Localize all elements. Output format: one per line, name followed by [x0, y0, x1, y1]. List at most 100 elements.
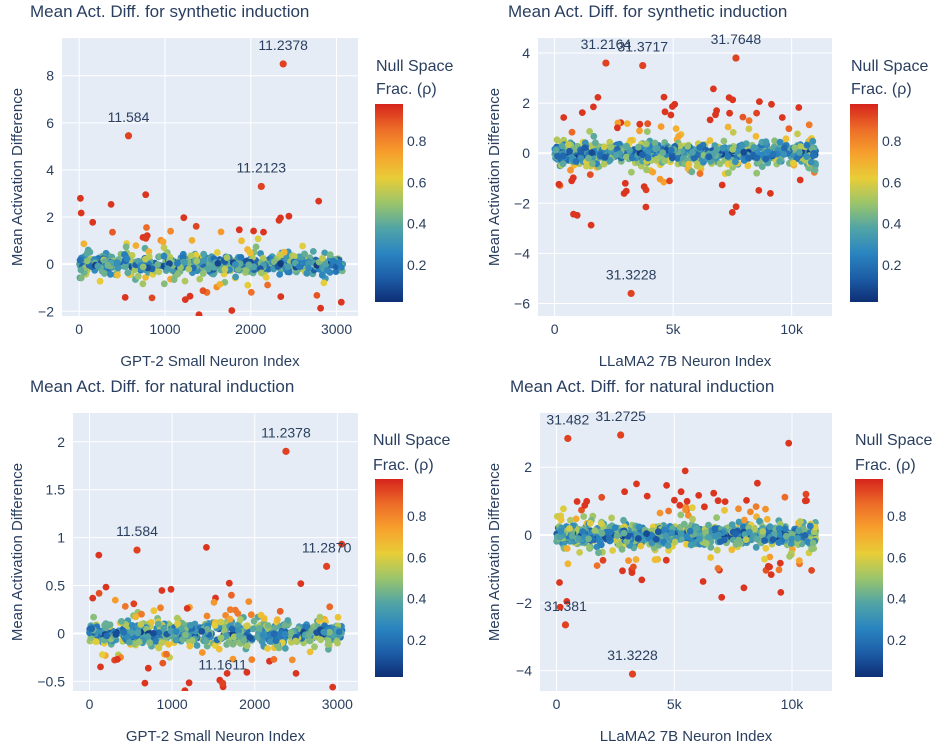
colorbar-tick-label: 0.6	[882, 174, 902, 190]
x-tick-label: 2000	[235, 321, 266, 337]
data-point	[732, 158, 739, 166]
data-point	[754, 479, 761, 487]
data-point	[88, 625, 96, 633]
data-point	[656, 509, 664, 517]
x-tick-label: 10k	[781, 696, 805, 712]
data-point	[632, 556, 640, 563]
data-point	[242, 266, 250, 274]
data-point	[580, 513, 588, 520]
data-point	[121, 603, 129, 610]
highlight-point	[124, 132, 133, 140]
data-point	[811, 166, 819, 174]
subplot-1: 0 1000 2000 3000 −2 0 2 4 6 8 11.584 11.2378 11.2123…	[9, 2, 453, 370]
data-point	[325, 646, 332, 653]
colorbar-tick-label: 0.2	[407, 632, 427, 648]
y-tick-label: −4	[516, 663, 532, 679]
data-point	[747, 508, 754, 516]
data-point	[753, 535, 761, 543]
data-point	[337, 298, 345, 306]
data-point	[728, 546, 736, 554]
data-point	[693, 162, 701, 170]
data-point	[778, 114, 786, 121]
colorbar-title: Frac. (ρ)	[373, 457, 434, 474]
data-point	[160, 625, 168, 632]
data-point	[555, 180, 563, 188]
data-point	[805, 121, 813, 129]
colorbar-tick-label: 0.8	[407, 508, 427, 524]
x-axis-label: GPT-2 Small Neuron Index	[120, 353, 300, 370]
data-point	[150, 630, 157, 637]
data-point	[620, 190, 628, 197]
data-point	[625, 557, 632, 564]
data-point	[729, 129, 737, 136]
data-point	[165, 641, 173, 648]
data-point	[651, 139, 659, 147]
data-point	[215, 645, 223, 653]
data-point	[244, 281, 252, 289]
data-point	[130, 600, 138, 608]
data-point	[185, 265, 193, 273]
data-point	[203, 625, 211, 633]
data-point	[572, 158, 580, 165]
data-point	[142, 255, 149, 263]
data-point	[563, 545, 571, 552]
data-point	[217, 634, 225, 642]
data-point	[600, 143, 608, 151]
data-point	[155, 629, 163, 636]
data-point	[272, 637, 280, 645]
data-point	[214, 260, 222, 267]
data-point	[588, 149, 596, 157]
y-tick-label: 6	[46, 115, 54, 131]
data-point	[766, 563, 773, 571]
data-point	[196, 275, 204, 283]
data-point	[260, 228, 267, 236]
data-point	[809, 539, 817, 547]
data-point	[277, 293, 285, 300]
data-point	[144, 633, 152, 640]
data-point	[777, 589, 785, 596]
data-point	[576, 549, 583, 556]
colorbar-gradient	[855, 479, 883, 677]
data-point	[114, 271, 121, 279]
data-point	[710, 85, 717, 93]
data-point	[655, 528, 662, 536]
data-point	[620, 529, 628, 537]
data-point	[669, 103, 676, 110]
data-point	[606, 523, 614, 531]
x-tick-label: 10k	[780, 321, 804, 337]
data-point	[715, 531, 723, 539]
data-point	[250, 227, 257, 235]
data-point	[635, 535, 642, 542]
data-point	[653, 144, 661, 152]
data-point	[755, 187, 763, 194]
data-point	[586, 544, 593, 552]
y-tick-label: 0	[524, 527, 532, 543]
x-tick-label: 1000	[157, 696, 188, 712]
data-point	[77, 194, 84, 202]
data-point	[775, 566, 783, 574]
data-point	[180, 214, 188, 222]
data-point	[80, 240, 88, 248]
data-point	[160, 280, 168, 288]
data-point	[776, 531, 783, 538]
data-point	[264, 281, 271, 289]
data-point	[235, 226, 243, 234]
x-tick-label: 0	[553, 696, 561, 712]
data-point	[128, 622, 136, 629]
data-point	[167, 585, 175, 593]
data-point	[681, 467, 689, 475]
data-point	[560, 505, 567, 513]
data-point	[662, 556, 670, 564]
data-point	[775, 525, 783, 532]
data-point	[195, 311, 203, 316]
data-point	[247, 611, 255, 619]
data-point	[306, 648, 314, 656]
y-tick-label: −2	[38, 303, 54, 319]
data-point	[284, 617, 292, 624]
data-point	[566, 147, 573, 155]
data-point	[200, 250, 208, 258]
data-point	[721, 498, 729, 505]
data-point	[174, 270, 182, 278]
data-point	[235, 632, 243, 640]
data-point	[154, 620, 162, 628]
